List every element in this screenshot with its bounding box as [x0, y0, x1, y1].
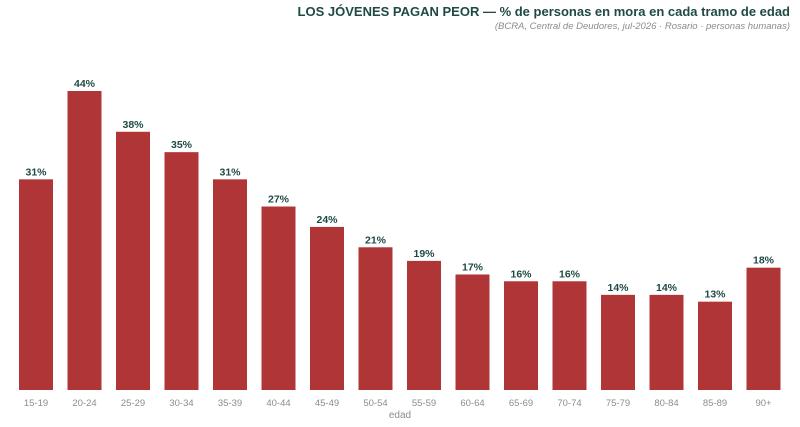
data-label-40-44: 27%: [268, 194, 290, 206]
data-label-20-24: 44%: [74, 78, 96, 90]
data-label-70-74: 16%: [559, 268, 581, 280]
x-tick-70-74: 70-74: [557, 398, 581, 409]
bar-35-39: [213, 179, 247, 390]
x-tick-40-44: 40-44: [266, 398, 290, 409]
data-label-75-79: 14%: [607, 282, 629, 294]
data-label-85-89: 13%: [704, 289, 726, 301]
bar-50-54: [358, 247, 393, 390]
x-tick-85-89: 85-89: [703, 398, 727, 409]
x-axis-label: edad: [389, 410, 411, 421]
bar-40-44: [261, 206, 296, 390]
x-tick-55-59: 55-59: [412, 398, 436, 409]
data-label-25-29: 38%: [122, 119, 144, 131]
bar-45-49: [310, 226, 344, 390]
bar-55-59: [407, 260, 441, 390]
data-label-55-59: 19%: [413, 248, 435, 260]
bar-20-24: [67, 91, 102, 390]
x-tick-15-19: 15-19: [24, 398, 48, 409]
x-tick-35-39: 35-39: [218, 398, 242, 409]
x-tick-75-79: 75-79: [606, 398, 630, 409]
bar-80-84: [649, 294, 684, 390]
data-label-15-19: 31%: [25, 166, 47, 178]
bar-25-29: [116, 131, 150, 391]
bar-70-74: [552, 281, 587, 390]
chart-title: LOS JÓVENES PAGAN PEOR — % de personas e…: [297, 4, 790, 19]
data-label-65-69: 16%: [510, 268, 532, 280]
data-label-35-39: 31%: [219, 166, 241, 178]
chart-subtitle: (BCRA, Central de Deudores, jul-2026 · R…: [494, 21, 790, 32]
bar-65-69: [504, 281, 538, 390]
data-label-50-54: 21%: [365, 234, 387, 246]
x-tick-65-69: 65-69: [509, 398, 533, 409]
x-tick-25-29: 25-29: [121, 398, 145, 409]
data-label-30-34: 35%: [171, 139, 193, 151]
x-tick-20-24: 20-24: [72, 398, 96, 409]
x-tick-60-64: 60-64: [460, 398, 484, 409]
bar-30-34: [164, 152, 199, 390]
bar-90+: [746, 267, 781, 390]
data-label-45-49: 24%: [316, 214, 338, 226]
x-tick-80-84: 80-84: [654, 398, 678, 409]
x-tick-90+: 90+: [755, 398, 772, 409]
bar-60-64: [455, 274, 490, 390]
bar-85-89: [698, 301, 732, 390]
bars-group: 31% 15-19 44% 20-24 38% 25-29 35% 30-34 31% 35-39…: [19, 78, 781, 409]
x-tick-50-54: 50-54: [363, 398, 387, 409]
data-label-90+: 18%: [753, 255, 775, 267]
bar-75-79: [601, 294, 635, 390]
x-tick-45-49: 45-49: [315, 398, 339, 409]
x-tick-30-34: 30-34: [169, 398, 193, 409]
bar-15-19: [19, 179, 53, 390]
data-label-80-84: 14%: [656, 282, 678, 294]
data-label-60-64: 17%: [462, 261, 484, 273]
